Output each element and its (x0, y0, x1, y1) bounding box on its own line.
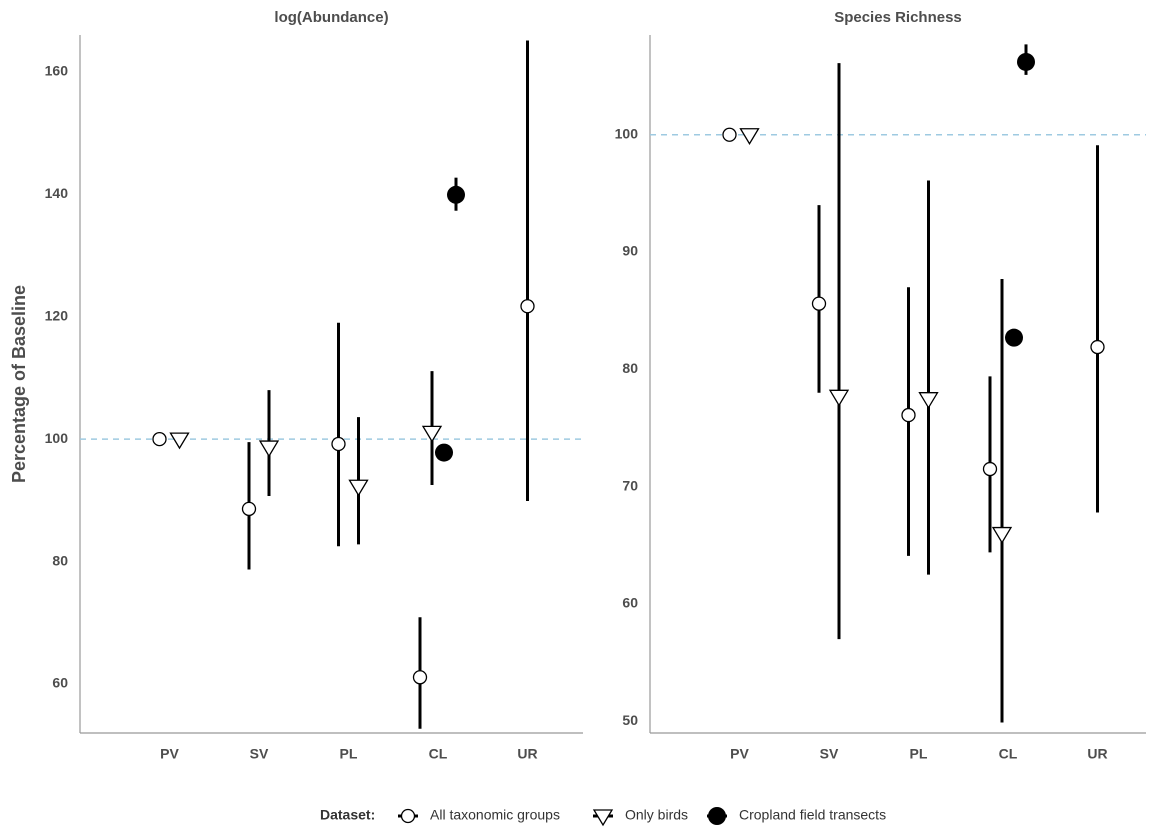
y-tick-label: 60 (622, 595, 638, 611)
point (447, 185, 465, 204)
y-tick-label: 140 (45, 185, 69, 201)
point (901, 407, 916, 423)
point (152, 431, 167, 447)
panel-title: log(Abundance) (274, 9, 388, 26)
point (811, 296, 827, 311)
x-tick-label: UR (1087, 746, 1107, 762)
point (722, 127, 737, 142)
point (435, 443, 453, 462)
y-axis-label: Percentage of Baseline (9, 285, 29, 483)
point (348, 479, 369, 497)
legend-key (592, 809, 614, 827)
y-tick-label: 50 (622, 712, 638, 728)
x-tick-label: SV (820, 746, 839, 762)
x-tick-label: PV (160, 746, 179, 762)
x-tick-label: PL (910, 746, 928, 762)
panel-title: Species Richness (834, 9, 962, 26)
legend-label: All taxonomic groups (430, 807, 560, 823)
point (828, 389, 850, 407)
x-tick-label: PL (340, 746, 358, 762)
legend-label: Cropland field transects (739, 807, 886, 823)
point (258, 440, 280, 458)
point (1090, 339, 1105, 355)
point (1005, 328, 1023, 347)
y-tick-label: 100 (45, 430, 69, 446)
point (169, 432, 190, 450)
point (241, 501, 257, 517)
point (1017, 52, 1035, 71)
point (739, 128, 760, 145)
point (520, 299, 535, 314)
point (412, 670, 428, 685)
point (331, 436, 346, 452)
y-tick-label: 80 (52, 552, 68, 568)
y-tick-label: 90 (622, 243, 638, 259)
legend-key (708, 807, 726, 825)
point (982, 461, 998, 477)
legend-label: Only birds (625, 807, 688, 823)
legend-title: Dataset: (320, 807, 375, 823)
x-tick-label: CL (429, 746, 448, 762)
point (991, 526, 1013, 544)
legend-key (400, 808, 416, 824)
y-tick-label: 160 (45, 62, 69, 78)
y-tick-label: 100 (615, 125, 639, 141)
y-tick-label: 80 (622, 360, 638, 376)
y-tick-label: 70 (622, 477, 638, 493)
x-tick-label: SV (250, 746, 269, 762)
y-tick-label: 120 (45, 307, 69, 323)
y-tick-label: 60 (52, 675, 68, 691)
x-tick-label: CL (999, 746, 1018, 762)
point (421, 425, 443, 443)
x-tick-label: PV (730, 746, 749, 762)
x-tick-label: UR (517, 746, 537, 762)
point (918, 392, 939, 409)
